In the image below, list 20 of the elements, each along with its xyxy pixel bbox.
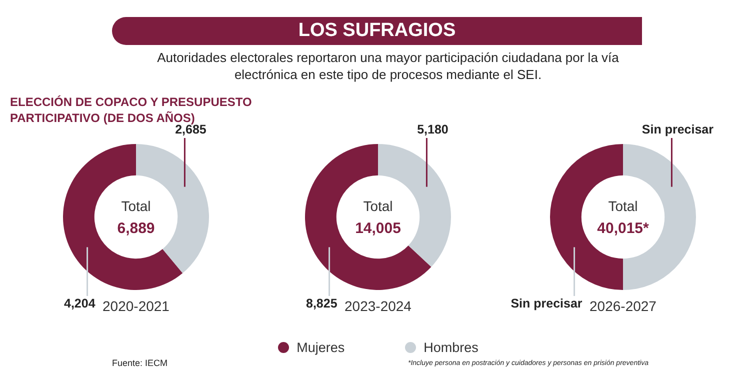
- text: 2023-2024: [344, 298, 412, 314]
- text: 6,889: [117, 220, 155, 238]
- text: 2020-2021: [102, 298, 170, 314]
- data-label: 8,825: [306, 296, 338, 310]
- data-label: Sin precisar: [510, 296, 582, 310]
- text: 40,015*: [597, 220, 650, 238]
- data-label: Sin precisar: [642, 122, 714, 136]
- text: Total: [608, 198, 638, 214]
- text: Autoridades electorales reportaron una mayor participación ciudadana por la vía electrónica en este tipo de procesos mediante el SEI.: [156, 49, 620, 83]
- text: Total: [363, 198, 393, 214]
- text: Total: [121, 198, 151, 214]
- legend-label: Mujeres: [296, 340, 345, 355]
- data-label: 4,204: [64, 296, 96, 310]
- text: 14,005: [355, 220, 401, 238]
- legend-label: Hombres: [422, 340, 478, 355]
- text: ELECCIÓN DE COPACO Y PRESUPUESTO PARTICIPATIVO (DE DOS AÑOS): [10, 94, 253, 125]
- source-note: Fuente: IECM: [112, 358, 168, 368]
- data-label: 5,180: [417, 122, 448, 136]
- text: 2026-2027: [590, 298, 656, 314]
- text: LOS SUFRAGIOS: [112, 17, 642, 45]
